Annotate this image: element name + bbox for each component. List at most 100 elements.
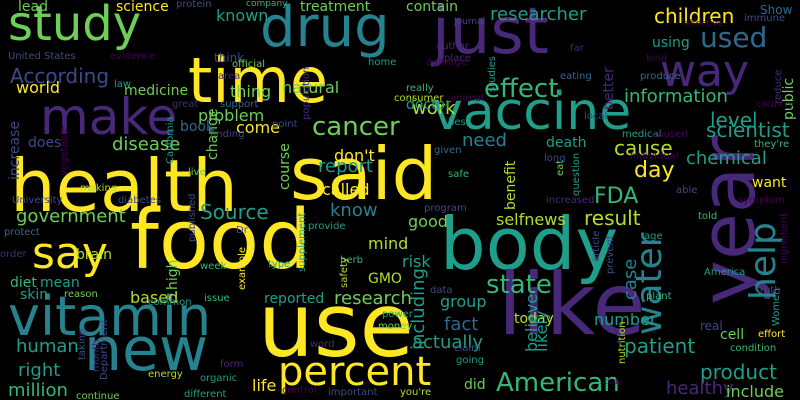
word-state: state: [486, 270, 552, 300]
word-university: University: [12, 195, 63, 206]
word-think: think: [214, 51, 245, 65]
word-age: age: [644, 231, 663, 242]
word-taking: taking: [77, 328, 88, 360]
word-number: number: [594, 310, 657, 329]
word-symptom: symptom: [738, 195, 785, 206]
word-safety: safety: [339, 257, 350, 288]
word-did: did: [464, 377, 486, 393]
word-area: area: [218, 71, 241, 82]
word-article: article: [591, 230, 602, 262]
word-live: live: [188, 167, 206, 178]
word-researcher: researcher: [490, 4, 587, 25]
word-show: Show: [760, 3, 793, 17]
word-studies: studies: [487, 56, 498, 92]
word-vaccine: vaccine: [432, 82, 632, 142]
word-say: say: [32, 228, 108, 279]
word-selfnews: selfnews: [496, 210, 566, 229]
word-great: great: [172, 99, 199, 110]
word-good: good: [408, 212, 448, 231]
word-use: use: [258, 274, 414, 377]
word-fact: fact: [444, 314, 479, 335]
word-given: given: [434, 145, 462, 156]
word-according: According: [10, 64, 110, 88]
word-high: high: [165, 259, 181, 290]
word-research: research: [334, 288, 412, 309]
word-chemical: chemical: [686, 148, 767, 169]
word-home: home: [368, 57, 397, 68]
word-power: power: [382, 309, 413, 320]
word-country: country: [756, 99, 795, 110]
word-using: using: [652, 35, 690, 51]
word-effort: effort: [758, 329, 786, 340]
word-called: called: [322, 180, 370, 199]
word-need: need: [462, 130, 507, 151]
word-gmo: GMO: [368, 271, 402, 287]
word-like: like: [498, 255, 646, 355]
word-treatment: treatment: [300, 0, 371, 15]
word-form: form: [220, 359, 244, 370]
word-reason: reason: [64, 289, 98, 300]
word-supplement: supplement: [297, 212, 308, 272]
word-brain: brain: [76, 247, 112, 263]
word-american: American: [496, 368, 620, 398]
word-population: population: [301, 66, 312, 120]
word-making: making: [80, 183, 118, 194]
word-likely: likely: [532, 310, 551, 352]
word-diet: diet: [10, 275, 37, 291]
word-world: world: [16, 78, 61, 97]
word-they-re: they're: [754, 139, 790, 150]
word-common: common: [148, 297, 192, 308]
word-patient: patient: [624, 334, 696, 358]
word-vegetable: vegetable: [59, 126, 70, 176]
word-fda: FDA: [594, 184, 639, 209]
word-produce: produce: [640, 71, 681, 82]
word-study: study: [8, 0, 142, 52]
word-natural: natural: [282, 78, 340, 97]
word-want: want: [752, 175, 787, 191]
word-place: place: [444, 53, 471, 64]
word-level: level: [710, 108, 758, 132]
word-provide: provide: [308, 221, 346, 232]
word-today: today: [514, 311, 554, 327]
word-effect: effect: [484, 74, 559, 104]
word-you-re: you're: [400, 387, 432, 398]
word-science: science: [116, 0, 169, 15]
word-month: month: [91, 339, 102, 372]
word-work: work: [412, 98, 456, 119]
word-claim: claim: [454, 343, 481, 354]
word-protein: protein: [176, 0, 212, 10]
word-study: study: [600, 377, 623, 386]
word-cause: cause: [614, 136, 673, 160]
word-able: able: [676, 185, 698, 196]
word-government: government: [16, 206, 126, 227]
word-death: death: [546, 135, 587, 151]
word-information: information: [624, 86, 728, 107]
word-money: money: [378, 321, 413, 332]
word-truth: truth: [756, 285, 781, 296]
word-dr: Dr: [236, 225, 248, 236]
word-mind: mind: [368, 234, 409, 253]
word-know: know: [330, 200, 378, 221]
word-finding: finding: [210, 129, 245, 140]
word-source: Source: [200, 200, 269, 224]
word-drug: drug: [260, 0, 390, 60]
word-report: report: [318, 156, 373, 177]
word-word: word: [310, 339, 335, 350]
word-condition: condition: [730, 343, 777, 354]
word-course: course: [277, 143, 293, 190]
word-support: support: [220, 99, 259, 110]
word-important: important: [328, 387, 378, 398]
word-medicine: medicine: [124, 83, 189, 99]
word-medical: medical: [622, 129, 662, 140]
word-united-states: United States: [8, 51, 76, 62]
word-effective: effective: [684, 19, 724, 29]
word-reported: reported: [264, 291, 325, 307]
word-animal: animal: [450, 93, 484, 104]
word-long: long: [544, 153, 566, 164]
word-organic: organic: [200, 373, 238, 384]
word-immune: immune: [744, 13, 786, 24]
word-life: life: [252, 376, 277, 395]
word-health: health: [10, 144, 238, 228]
word-disease: disease: [112, 134, 181, 155]
word-different: different: [184, 389, 227, 400]
